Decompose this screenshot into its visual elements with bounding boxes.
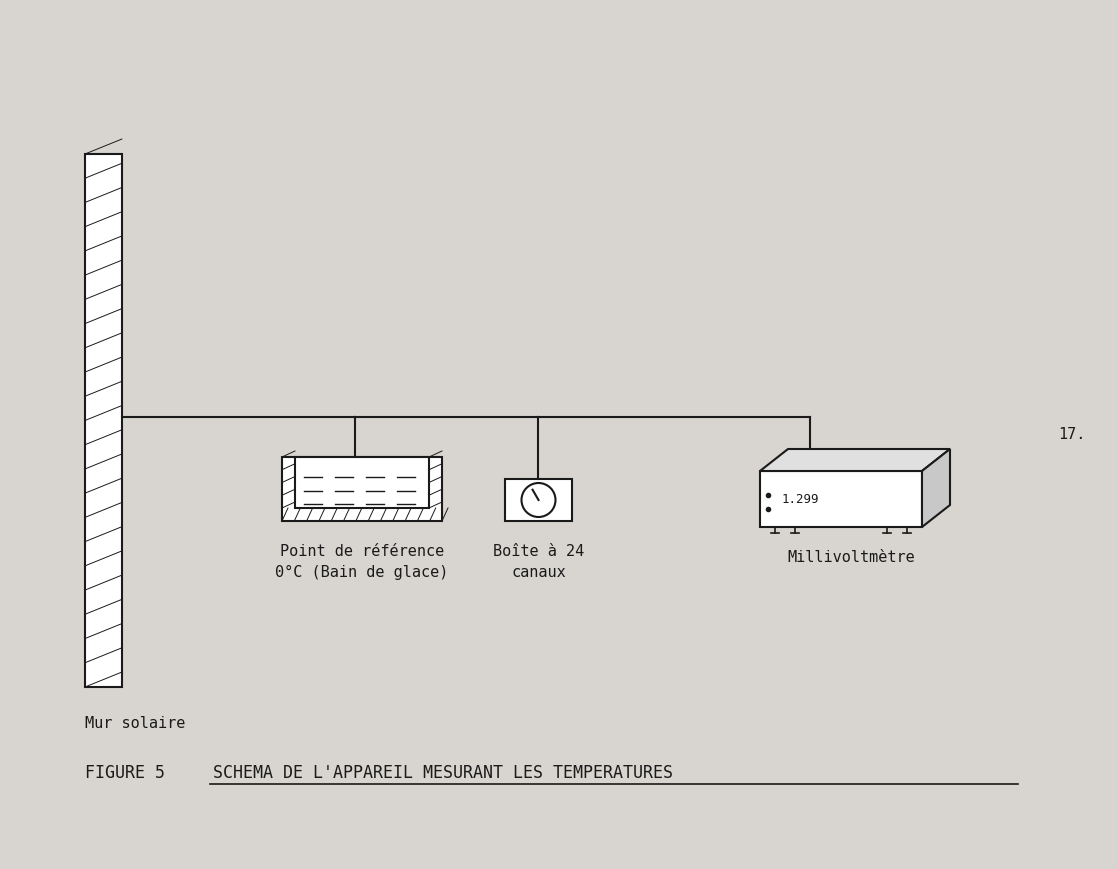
- Polygon shape: [922, 449, 949, 527]
- Text: Point de référence
0°C (Bain de glace): Point de référence 0°C (Bain de glace): [275, 543, 449, 580]
- Bar: [760, 472, 922, 527]
- Bar: [281, 457, 442, 521]
- Bar: [295, 457, 429, 508]
- Bar: [505, 480, 572, 521]
- Text: 17.: 17.: [1058, 427, 1086, 442]
- Polygon shape: [760, 449, 949, 472]
- Text: SCHEMA DE L'APPAREIL MESURANT LES TEMPERATURES: SCHEMA DE L'APPAREIL MESURANT LES TEMPER…: [213, 763, 674, 781]
- Text: Boîte à 24
canaux: Boîte à 24 canaux: [493, 543, 584, 580]
- Text: FIGURE 5: FIGURE 5: [85, 763, 185, 781]
- Text: 1.299: 1.299: [782, 493, 820, 506]
- Text: Millivoltmètre: Millivoltmètre: [787, 549, 915, 564]
- Bar: [85, 155, 122, 687]
- Text: Mur solaire: Mur solaire: [85, 715, 185, 730]
